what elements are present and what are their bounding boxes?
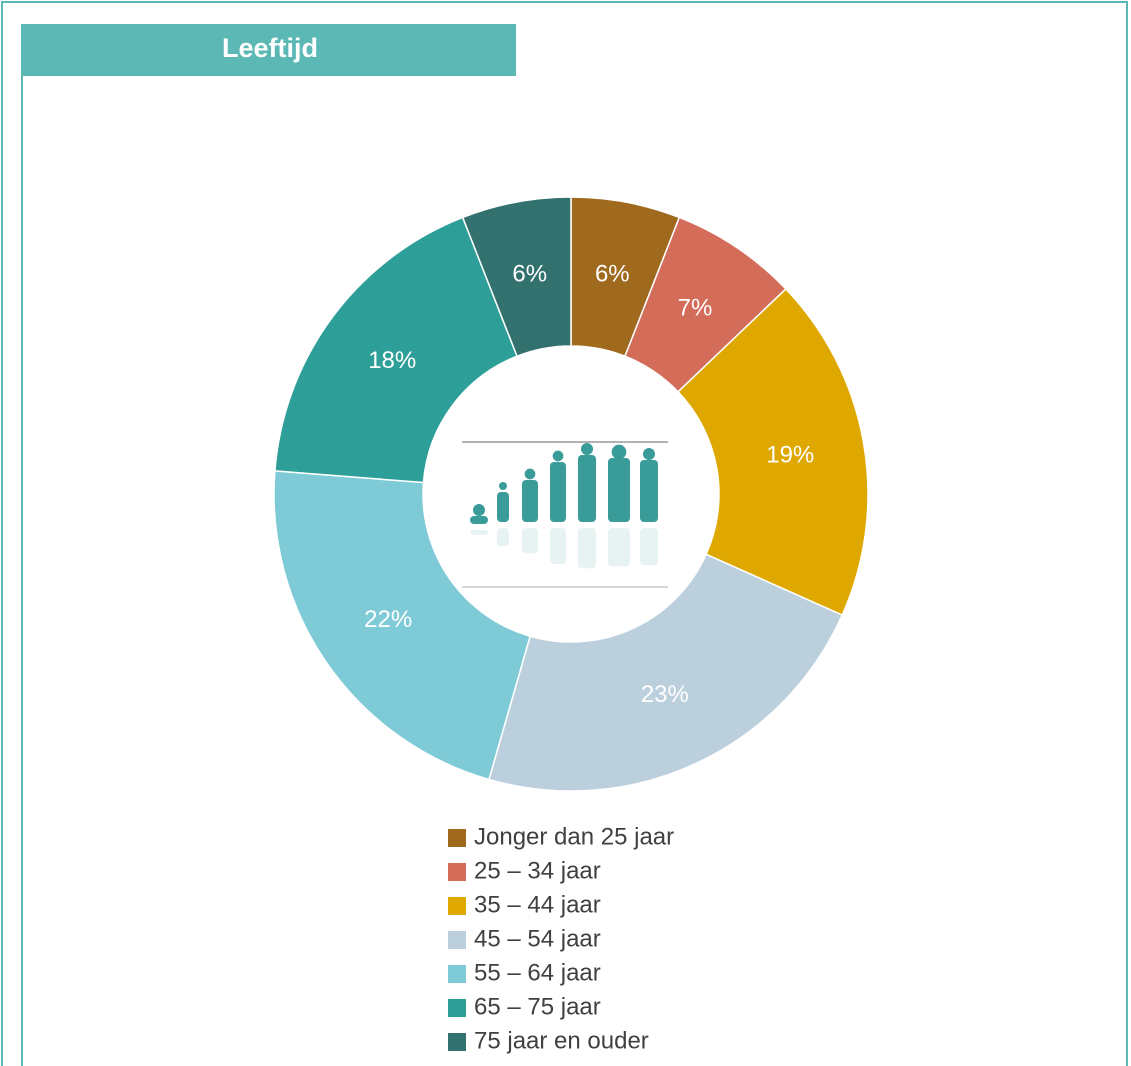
reflection — [550, 528, 566, 564]
silhouette-head — [499, 482, 507, 490]
data-label: 22% — [364, 606, 412, 633]
silhouette — [497, 492, 509, 522]
legend-label: 25 – 34 jaar — [474, 857, 601, 884]
silhouette — [550, 462, 566, 522]
legend-label: 65 – 75 jaar — [474, 993, 601, 1020]
reflection — [608, 528, 630, 567]
silhouette-head — [552, 450, 564, 462]
donut-slice — [461, 196, 572, 358]
silhouette-head — [643, 448, 655, 460]
reflection — [522, 528, 538, 554]
data-label: 18% — [368, 347, 416, 374]
silhouette-head — [581, 443, 593, 455]
legend-label: 35 – 44 jaar — [474, 891, 601, 918]
silhouette — [640, 460, 658, 522]
silhouette-head — [473, 504, 485, 516]
chart-title: Leeftijd — [222, 33, 318, 63]
silhouette-head — [611, 444, 627, 460]
donut-slice — [274, 216, 519, 484]
silhouette — [522, 480, 538, 522]
data-label: 23% — [641, 681, 689, 708]
legend-label: 75 jaar en ouder — [474, 1027, 649, 1054]
silhouette-head — [524, 468, 536, 480]
legend-swatch — [448, 863, 466, 881]
silhouette — [578, 455, 596, 522]
legend-swatch — [448, 897, 466, 915]
data-label: 6% — [595, 261, 630, 288]
data-label: 6% — [512, 261, 547, 288]
silhouette — [608, 458, 630, 522]
reflection — [640, 528, 658, 566]
reflection — [470, 530, 488, 535]
data-label: 7% — [678, 295, 713, 322]
center-illustration — [462, 441, 668, 588]
reflection — [578, 528, 596, 569]
header-bar — [22, 24, 516, 76]
legend-swatch — [448, 965, 466, 983]
legend-swatch — [448, 829, 466, 847]
reflection — [497, 528, 509, 546]
legend-swatch — [448, 931, 466, 949]
donut-slice — [677, 287, 869, 617]
legend-label: 55 – 64 jaar — [474, 959, 601, 986]
silhouette — [470, 516, 488, 524]
data-label: 19% — [766, 441, 814, 468]
legend-label: 45 – 54 jaar — [474, 925, 601, 952]
legend-swatch — [448, 999, 466, 1017]
donut-slice — [273, 470, 532, 781]
legend-swatch — [448, 1033, 466, 1051]
donut-slice — [488, 553, 844, 792]
legend-label: Jonger dan 25 jaar — [474, 823, 674, 850]
